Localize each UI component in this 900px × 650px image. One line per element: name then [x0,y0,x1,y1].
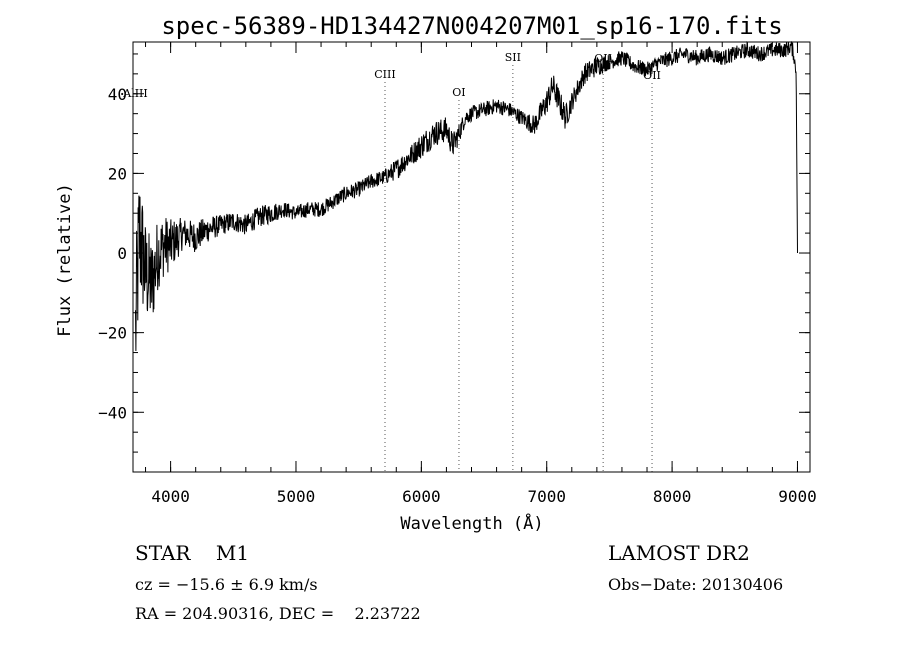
y-tick-label: −20 [98,324,127,343]
coordinates-text: RA = 204.90316, DEC = 2.23722 [135,604,421,623]
object-class-text: STAR M1 [135,541,250,565]
redshift-text: cz = −15.6 ± 6.9 km/s [135,575,318,594]
y-tick-label: 20 [108,164,127,183]
y-tick-label: 0 [117,244,127,263]
line-marker-label: SII [505,51,521,64]
axis-tick-layer: 4000 5000 6000 7000 8000 9000 −40 −20 0 20 40 [98,42,817,506]
plot-frame [132,41,811,473]
observation-date-text: Obs−Date: 20130406 [608,575,784,594]
y-tick-label: 40 [108,85,127,104]
line-marker-label: OI [452,86,465,99]
x-tick-label: 5000 [277,487,316,506]
y-axis-label: Flux (relative) [55,183,75,337]
x-axis-label: Wavelength (Å) [400,512,543,534]
spectrum-series-line [135,40,798,352]
x-tick-label: 4000 [151,487,190,506]
chart-title: spec-56389-HD134427N004207M01_sp16-170.f… [161,12,782,40]
y-tick-label: −40 [98,403,127,422]
x-tick-label: 8000 [653,487,692,506]
x-tick-label: 6000 [402,487,441,506]
x-tick-label: 7000 [527,487,566,506]
x-tick-label: 9000 [778,487,817,506]
line-marker-label: CIII [374,68,395,81]
survey-name-text: LAMOST DR2 [608,541,750,565]
